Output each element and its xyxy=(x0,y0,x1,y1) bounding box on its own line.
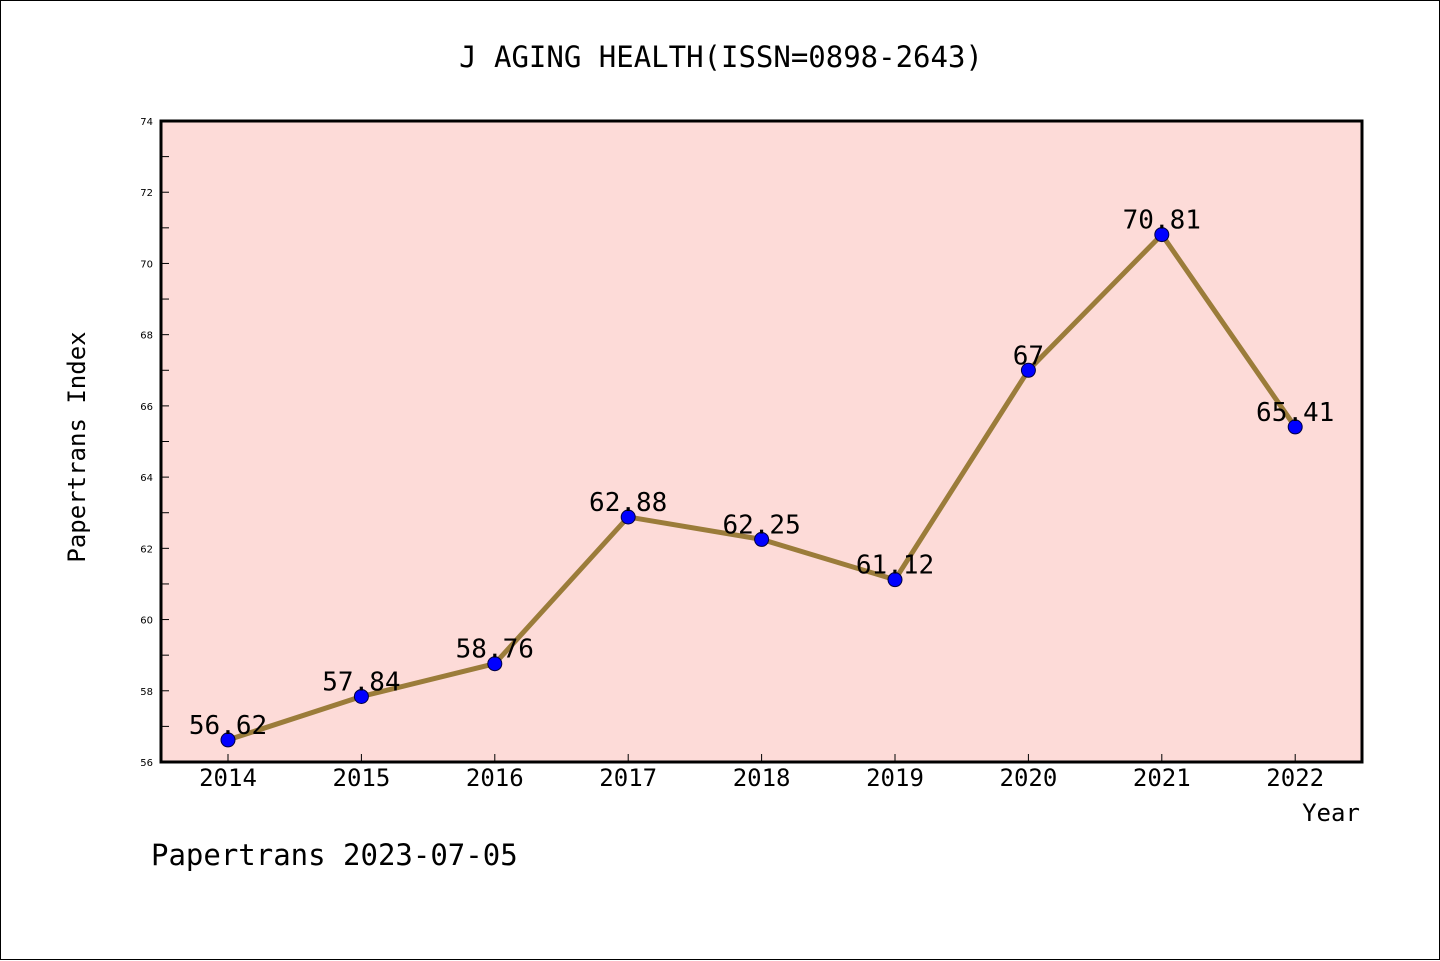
data-label: 61.12 xyxy=(856,551,934,581)
x-tick-label: 2017 xyxy=(599,764,657,792)
x-tick-label: 2019 xyxy=(866,764,924,792)
x-tick-label: 2020 xyxy=(1000,764,1058,792)
chart-title: J AGING HEALTH(ISSN=0898-2643) xyxy=(459,40,983,74)
data-point xyxy=(1154,227,1170,243)
x-axis: 2014 2015 2016 2017 2018 2019 2020 2021 2022 xyxy=(199,754,1324,792)
data-point xyxy=(1287,419,1303,435)
data-label: 58.76 xyxy=(456,635,534,665)
data-label-group: 56.62 57.84 58.76 62.88 62.25 61.12 67 70.81 65.… xyxy=(189,206,1334,741)
data-label: 65.41 xyxy=(1256,398,1334,428)
y-tick-label: 60 xyxy=(140,616,153,627)
plot-border xyxy=(159,119,1364,764)
data-point xyxy=(620,509,636,525)
y-tick-label: 74 xyxy=(140,117,153,128)
y-tick-label: 66 xyxy=(140,402,153,413)
data-point xyxy=(220,732,236,748)
y-axis-label: Papertrans Index xyxy=(63,331,91,562)
data-point xyxy=(754,531,770,547)
x-tick-label: 2015 xyxy=(333,764,391,792)
data-point xyxy=(353,688,369,704)
x-tick-label: 2018 xyxy=(733,764,791,792)
data-point xyxy=(1020,362,1036,378)
x-tick-label: 2014 xyxy=(199,764,257,792)
data-label: 67 xyxy=(1013,341,1044,371)
data-label: 56.62 xyxy=(189,711,267,741)
data-point xyxy=(487,656,503,672)
y-tick-label: 62 xyxy=(140,544,153,555)
y-tick-label: 72 xyxy=(140,188,153,199)
data-label: 57.84 xyxy=(322,667,400,697)
x-tick-label: 2021 xyxy=(1133,764,1191,792)
data-point-group xyxy=(220,227,1303,748)
data-point xyxy=(887,572,903,588)
data-label: 62.88 xyxy=(589,488,667,518)
y-tick-label: 58 xyxy=(140,687,153,698)
data-label: 62.25 xyxy=(722,510,800,540)
footer-caption: Papertrans 2023-07-05 xyxy=(151,838,518,872)
x-tick-label: 2016 xyxy=(466,764,524,792)
y-tick-label: 56 xyxy=(140,758,153,769)
y-tick-label: 70 xyxy=(140,259,153,270)
y-tick-label: 68 xyxy=(140,331,153,342)
x-axis-label: Year xyxy=(1302,799,1360,827)
data-label: 70.81 xyxy=(1123,206,1201,236)
y-tick-label: 64 xyxy=(140,473,153,484)
x-tick-label: 2022 xyxy=(1266,764,1324,792)
